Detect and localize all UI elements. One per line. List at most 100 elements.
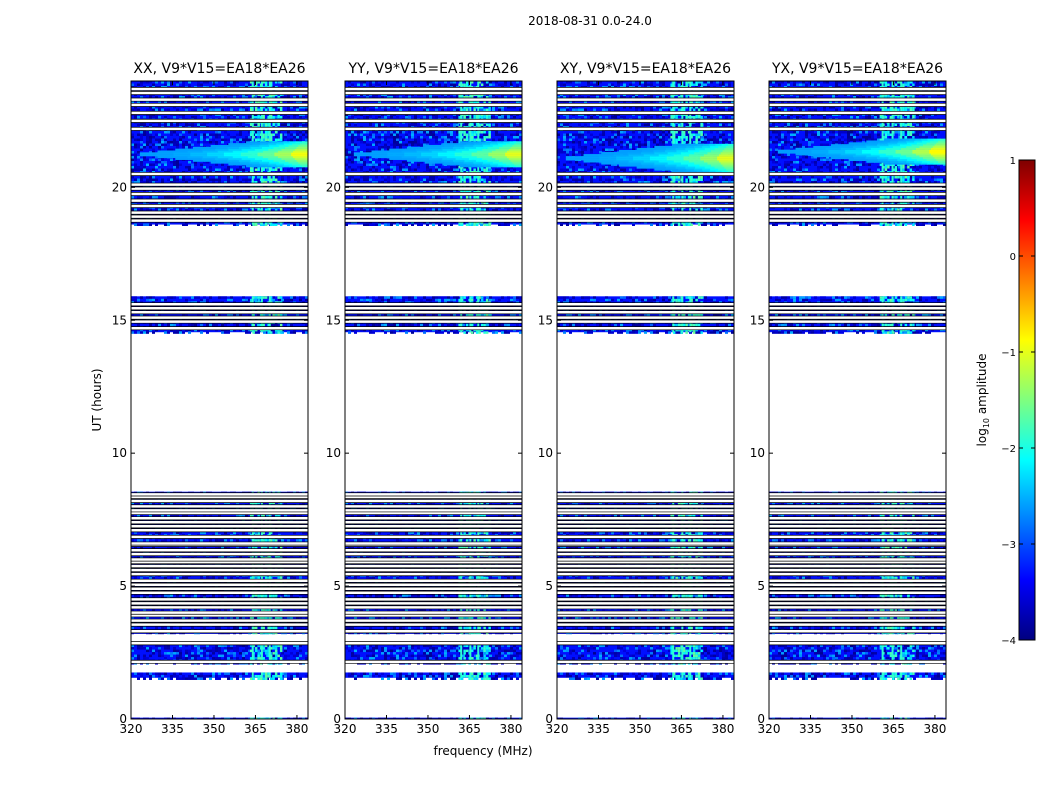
noise-cell bbox=[239, 133, 242, 136]
noise-cell bbox=[200, 654, 203, 658]
noise-cell bbox=[167, 626, 170, 630]
noise-cell bbox=[233, 616, 236, 620]
noise-cell bbox=[167, 141, 170, 144]
noise-cell bbox=[146, 163, 149, 166]
noise-cell bbox=[155, 108, 158, 111]
noise-cell bbox=[197, 168, 200, 171]
noise-cell bbox=[173, 116, 176, 119]
noise-cell bbox=[305, 626, 308, 630]
noise-cell bbox=[227, 626, 230, 630]
noise-cell bbox=[158, 101, 161, 104]
rfi-spike bbox=[268, 717, 271, 719]
noise-cell bbox=[131, 158, 134, 161]
noise-cell bbox=[134, 672, 137, 675]
noise-cell bbox=[152, 108, 155, 111]
noise-cell bbox=[275, 123, 278, 126]
noise-cell bbox=[236, 616, 239, 620]
noise-cell bbox=[248, 196, 251, 199]
noise-cell bbox=[167, 331, 170, 334]
noise-cell bbox=[257, 178, 260, 181]
noise-cell bbox=[146, 657, 149, 660]
noise-cell bbox=[206, 331, 209, 334]
noise-cell bbox=[215, 649, 218, 653]
noise-cell bbox=[182, 657, 185, 660]
noise-cell bbox=[194, 717, 197, 719]
rfi-cell bbox=[272, 677, 275, 680]
noise-cell bbox=[137, 133, 140, 136]
noise-cell bbox=[224, 323, 227, 327]
noise-cell bbox=[305, 531, 308, 535]
noise-cell bbox=[284, 672, 287, 675]
noise-cell bbox=[146, 168, 149, 171]
noise-cell bbox=[293, 531, 296, 535]
noise-cell bbox=[149, 514, 152, 517]
noise-cell bbox=[149, 138, 152, 141]
noise-cell bbox=[173, 616, 176, 620]
noise-cell bbox=[143, 626, 146, 630]
noise-cell bbox=[146, 717, 149, 719]
noise-cell bbox=[140, 539, 143, 542]
noise-cell bbox=[305, 196, 308, 199]
rfi-cell bbox=[262, 717, 265, 719]
noise-cell bbox=[137, 514, 140, 517]
noise-cell bbox=[200, 313, 203, 317]
noise-cell bbox=[305, 136, 308, 139]
noise-cell bbox=[242, 166, 245, 169]
noise-cell bbox=[149, 178, 152, 181]
noise-cell bbox=[206, 644, 209, 648]
noise-cell bbox=[248, 546, 251, 550]
noise-cell bbox=[227, 672, 230, 675]
noise-cell bbox=[140, 81, 143, 84]
noise-cell bbox=[257, 96, 260, 99]
rfi-cell bbox=[272, 652, 275, 655]
rfi-cell bbox=[264, 609, 268, 612]
noise-cell bbox=[224, 96, 227, 99]
noise-cell bbox=[161, 96, 164, 99]
noise-cell bbox=[215, 96, 218, 99]
noise-cell bbox=[302, 626, 305, 630]
rfi-cell bbox=[277, 644, 280, 648]
noise-cell bbox=[272, 616, 275, 620]
noise-cell bbox=[200, 576, 203, 580]
noise-cell bbox=[179, 652, 182, 655]
rfi-cell bbox=[274, 674, 278, 678]
noise-cell bbox=[185, 652, 188, 655]
noise-cell bbox=[296, 672, 299, 675]
noise-cell bbox=[194, 546, 197, 550]
noise-cell bbox=[185, 123, 188, 126]
noise-cell bbox=[179, 672, 182, 675]
noise-cell bbox=[290, 514, 293, 517]
noise-cell bbox=[215, 546, 218, 550]
noise-cell bbox=[233, 138, 236, 141]
rfi-spike bbox=[251, 672, 254, 678]
noise-cell bbox=[185, 649, 188, 653]
rfi-cell bbox=[257, 652, 260, 655]
noise-cell bbox=[203, 176, 206, 179]
noise-cell bbox=[233, 136, 236, 139]
rfi-cell bbox=[267, 649, 270, 653]
rfi-cell bbox=[274, 652, 278, 655]
noise-cell bbox=[152, 546, 155, 550]
noise-cell bbox=[215, 644, 218, 648]
noise-cell bbox=[188, 161, 191, 164]
noise-cell bbox=[197, 101, 200, 104]
noise-cell bbox=[194, 674, 197, 678]
rfi-spike bbox=[251, 644, 254, 664]
noise-cell bbox=[152, 83, 155, 86]
noise-cell bbox=[191, 123, 194, 126]
noise-cell bbox=[203, 136, 206, 139]
rfi-cell bbox=[279, 616, 283, 620]
noise-cell bbox=[152, 181, 155, 184]
noise-cell bbox=[152, 674, 155, 678]
rfi-cell bbox=[262, 296, 265, 299]
noise-cell bbox=[158, 649, 161, 653]
noise-cell bbox=[305, 208, 308, 211]
noise-cell bbox=[149, 647, 152, 650]
noise-cell bbox=[140, 96, 143, 99]
rfi-cell bbox=[249, 576, 253, 580]
noise-cell bbox=[242, 654, 245, 658]
noise-cell bbox=[224, 131, 227, 134]
noise-cell bbox=[290, 123, 293, 126]
noise-cell bbox=[254, 123, 257, 126]
noise-cell bbox=[197, 644, 200, 648]
